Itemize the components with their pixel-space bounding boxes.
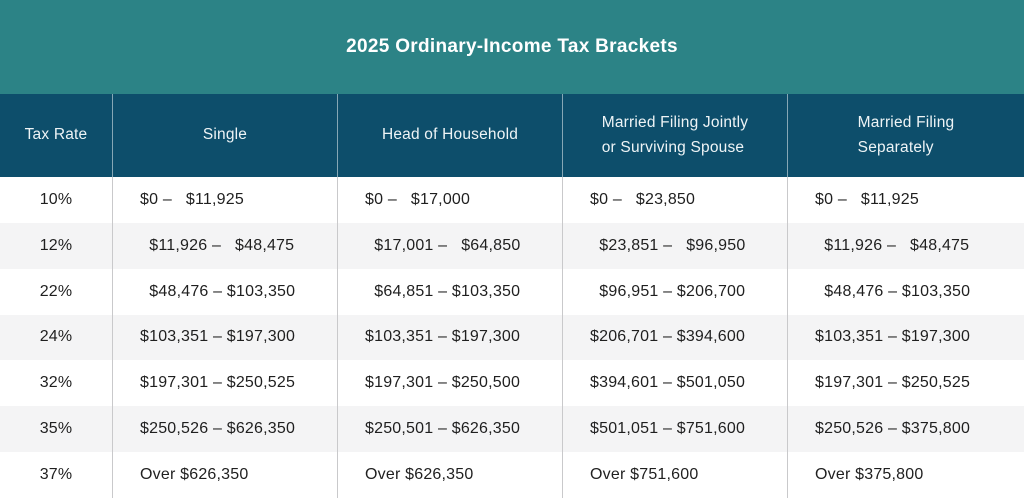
married-jointly-range-cell: $394,601 – $501,050 <box>562 360 787 407</box>
single-range-cell: $103,351 – $197,300 <box>112 314 337 361</box>
head-of-household-range-cell: $197,301 – $250,500 <box>337 360 562 407</box>
tax-rate-cell: 37% <box>39 465 73 483</box>
tax-rate-cell: 22% <box>39 282 73 300</box>
married-separately-range-cell: $250,526 – $375,800 <box>787 406 1024 453</box>
married-separately-range-cell: $11,926 – $48,475 <box>787 222 1024 269</box>
single-range-cell: $250,526 – $626,350 <box>112 406 337 453</box>
table-row-10-percent: 10% $0 – $11,925 $0 – $17,000 $0 – $23,8… <box>0 177 1024 223</box>
head-of-household-range-cell: $0 – $17,000 <box>337 177 562 223</box>
single-range-cell: Over $626,350 <box>112 452 337 498</box>
table-header-row: Tax Rate Single Head of Household Marrie… <box>0 94 1024 177</box>
single-range-cell: $48,476 – $103,350 <box>112 268 337 315</box>
married-separately-range-cell: $0 – $11,925 <box>787 177 1024 223</box>
head-of-household-range-cell: $103,351 – $197,300 <box>337 314 562 361</box>
tax-rate-cell: 32% <box>39 374 73 392</box>
single-range-cell: $0 – $11,925 <box>112 177 337 223</box>
married-jointly-range-cell: Over $751,600 <box>562 452 787 498</box>
married-jointly-range-cell: $501,051 – $751,600 <box>562 406 787 453</box>
title-banner: 2025 Ordinary-Income Tax Brackets <box>0 0 1024 94</box>
single-range-cell: $11,926 – $48,475 <box>112 222 337 269</box>
tax-rate-cell: 10% <box>39 190 73 208</box>
header-cell-married-jointly: Married Filing Jointly or Surviving Spou… <box>562 94 787 177</box>
table-row-22-percent: 22% $48,476 – $103,350 $64,851 – $103,35… <box>0 268 1024 315</box>
married-separately-range-cell: Over $375,800 <box>787 452 1024 498</box>
page-title: 2025 Ordinary-Income Tax Brackets <box>346 36 678 57</box>
married-jointly-range-cell: $0 – $23,850 <box>562 177 787 223</box>
head-of-household-range-cell: Over $626,350 <box>337 452 562 498</box>
married-jointly-range-cell: $206,701 – $394,600 <box>562 314 787 361</box>
married-jointly-range-cell: $23,851 – $96,950 <box>562 222 787 269</box>
table-row-32-percent: 32% $197,301 – $250,525 $197,301 – $250,… <box>0 360 1024 407</box>
header-cell-married-separately: Married Filing Separately <box>787 94 1024 177</box>
table-row-37-percent: 37% Over $626,350 Over $626,350 Over $75… <box>0 452 1024 498</box>
header-cell-tax-rate: Tax Rate <box>24 126 88 144</box>
table-row-35-percent: 35% $250,526 – $626,350 $250,501 – $626,… <box>0 406 1024 453</box>
single-range-cell: $197,301 – $250,525 <box>112 360 337 407</box>
married-separately-range-cell: $48,476 – $103,350 <box>787 268 1024 315</box>
table-row-24-percent: 24% $103,351 – $197,300 $103,351 – $197,… <box>0 314 1024 361</box>
tax-rate-cell: 24% <box>39 328 73 346</box>
head-of-household-range-cell: $64,851 – $103,350 <box>337 268 562 315</box>
header-cell-single: Single <box>112 94 337 177</box>
married-jointly-range-cell: $96,951 – $206,700 <box>562 268 787 315</box>
married-separately-range-cell: $197,301 – $250,525 <box>787 360 1024 407</box>
head-of-household-range-cell: $250,501 – $626,350 <box>337 406 562 453</box>
head-of-household-range-cell: $17,001 – $64,850 <box>337 222 562 269</box>
table-row-12-percent: 12% $11,926 – $48,475 $17,001 – $64,850 … <box>0 222 1024 269</box>
header-cell-head-of-household: Head of Household <box>337 94 562 177</box>
married-separately-range-cell: $103,351 – $197,300 <box>787 314 1024 361</box>
tax-rate-cell: 12% <box>39 236 73 254</box>
tax-rate-cell: 35% <box>39 420 73 438</box>
